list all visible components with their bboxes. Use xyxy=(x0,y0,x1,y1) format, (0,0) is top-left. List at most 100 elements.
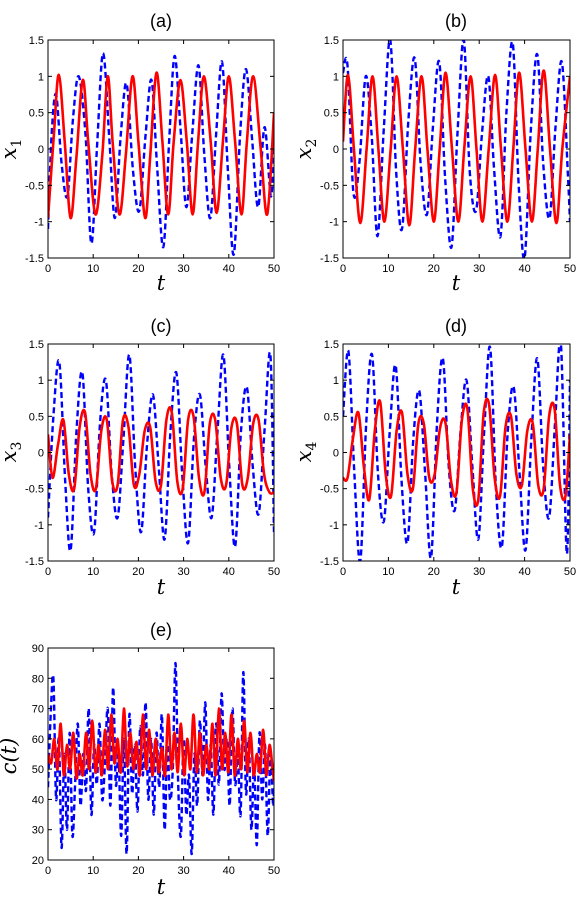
dashed-series-line xyxy=(48,351,274,553)
x-tick-label: 30 xyxy=(473,566,485,578)
panel-title: (d) xyxy=(445,316,467,336)
y-axis-label-sub: 3 xyxy=(9,442,25,451)
y-tick-label: -1.5 xyxy=(320,556,339,568)
x-tick-label: 20 xyxy=(428,566,440,578)
panel-title: (e) xyxy=(150,620,172,640)
y-tick-label: 50 xyxy=(32,764,44,776)
y-tick-label: 1.5 xyxy=(324,35,339,47)
solid-series-line xyxy=(343,69,570,227)
y-axis-label: x3 xyxy=(0,442,25,463)
y-tick-label: -1 xyxy=(34,217,44,229)
y-tick-label: -0.5 xyxy=(320,484,339,496)
dashed-series-line xyxy=(48,51,274,256)
y-axis-label-sub: 2 xyxy=(304,139,320,148)
x-tick-label: 10 xyxy=(87,865,99,877)
x-axis-label: t xyxy=(452,575,461,599)
y-tick-label: -1 xyxy=(34,520,44,532)
x-tick-label: 20 xyxy=(132,566,144,578)
y-tick-label: 0.5 xyxy=(324,108,339,120)
x-tick-label: 50 xyxy=(564,566,576,578)
solid-series-line xyxy=(48,71,274,220)
x-tick-label: 10 xyxy=(382,263,394,275)
panel-c: (c) t x3 0 10 20 30 40 50 -1.5 -1 -0.5 0 0.5 1 1.5 xyxy=(0,316,280,599)
y-tick-label: 30 xyxy=(32,825,44,837)
x-tick-label: 0 xyxy=(45,263,51,275)
x-tick-label: 50 xyxy=(268,865,280,877)
panel-e: (e) t c(t) 0 10 20 30 40 50 20 30 40 50 60 70 80 90 xyxy=(0,620,280,898)
y-axis-label-sub: 4 xyxy=(304,442,320,451)
x-tick-label: 50 xyxy=(564,263,576,275)
y-tick-label: 40 xyxy=(32,794,44,806)
x-tick-label: 40 xyxy=(223,865,235,877)
x-tick-label: 40 xyxy=(223,566,235,578)
y-tick-label: 0.5 xyxy=(324,411,339,423)
y-tick-label: -0.5 xyxy=(25,484,44,496)
x-tick-label: 30 xyxy=(177,865,189,877)
solid-series-line xyxy=(343,397,570,507)
plot-frame xyxy=(47,647,275,861)
panel-title: (b) xyxy=(445,11,467,31)
x-tick-label: 10 xyxy=(382,566,394,578)
y-tick-label: -1 xyxy=(329,217,339,229)
y-axis-label-sub: 1 xyxy=(9,139,25,148)
x-tick-label: 40 xyxy=(518,566,530,578)
y-tick-label: -1.5 xyxy=(25,556,44,568)
y-axis-label: x2 xyxy=(292,139,320,160)
y-tick-label: 1 xyxy=(38,375,44,387)
y-tick-label: 0.5 xyxy=(29,411,44,423)
x-tick-label: 30 xyxy=(177,263,189,275)
y-axis-label-main: x xyxy=(292,450,316,462)
y-tick-label: -0.5 xyxy=(320,180,339,192)
panel-title: (a) xyxy=(150,11,172,31)
y-axis-label: x1 xyxy=(0,139,25,160)
x-tick-label: 0 xyxy=(340,566,346,578)
y-axis-label: c(t) xyxy=(0,738,21,775)
x-tick-label: 10 xyxy=(87,263,99,275)
y-tick-label: 1.5 xyxy=(324,339,339,351)
x-axis-label: t xyxy=(157,575,166,599)
y-tick-label: 0 xyxy=(333,448,339,460)
panel-b: (b) t x2 0 10 20 30 40 50 -1.5 -1 -0.5 0 0.5 1 1.5 xyxy=(292,11,576,295)
solid-series-line xyxy=(48,406,274,497)
x-tick-label: 30 xyxy=(473,263,485,275)
x-tick-label: 30 xyxy=(177,566,189,578)
y-tick-label: 0.5 xyxy=(29,108,44,120)
y-tick-label: 0 xyxy=(38,144,44,156)
dashed-series-line xyxy=(343,40,570,258)
y-tick-label: -0.5 xyxy=(25,180,44,192)
y-axis-label-main: c(t) xyxy=(0,738,21,775)
x-tick-label: 20 xyxy=(428,263,440,275)
x-tick-label: 50 xyxy=(268,566,280,578)
y-tick-label: 1.5 xyxy=(29,35,44,47)
x-tick-label: 50 xyxy=(268,263,280,275)
y-tick-label: 60 xyxy=(32,734,44,746)
y-tick-label: 20 xyxy=(32,855,44,867)
y-tick-label: 1.5 xyxy=(29,339,44,351)
x-axis-label: t xyxy=(157,875,166,898)
x-tick-label: 0 xyxy=(45,566,51,578)
y-tick-label: 80 xyxy=(32,673,44,685)
y-tick-label: -1.5 xyxy=(25,253,44,265)
x-axis-label: t xyxy=(452,271,461,295)
y-tick-label: -1 xyxy=(329,520,339,532)
x-tick-label: 10 xyxy=(87,566,99,578)
x-tick-label: 0 xyxy=(45,865,51,877)
x-tick-label: 0 xyxy=(340,263,346,275)
y-axis-label-main: x xyxy=(0,450,21,462)
y-tick-label: -1.5 xyxy=(320,253,339,265)
y-axis-label: x4 xyxy=(292,442,320,463)
y-tick-label: 0 xyxy=(38,448,44,460)
y-axis-label-main: x xyxy=(292,147,316,159)
y-axis-label-main: x xyxy=(0,147,21,159)
dashed-series-line xyxy=(48,661,274,856)
y-tick-label: 1 xyxy=(38,71,44,83)
panel-title: (c) xyxy=(151,316,172,336)
y-tick-label: 1 xyxy=(333,71,339,83)
solid-series-line xyxy=(48,707,274,782)
y-tick-label: 70 xyxy=(32,704,44,716)
panel-d: (d) t x4 0 10 20 30 40 50 -1.5 -1 -0.5 0 0.5 1 1.5 xyxy=(292,316,576,599)
x-tick-label: 40 xyxy=(518,263,530,275)
y-tick-label: 90 xyxy=(32,643,44,655)
